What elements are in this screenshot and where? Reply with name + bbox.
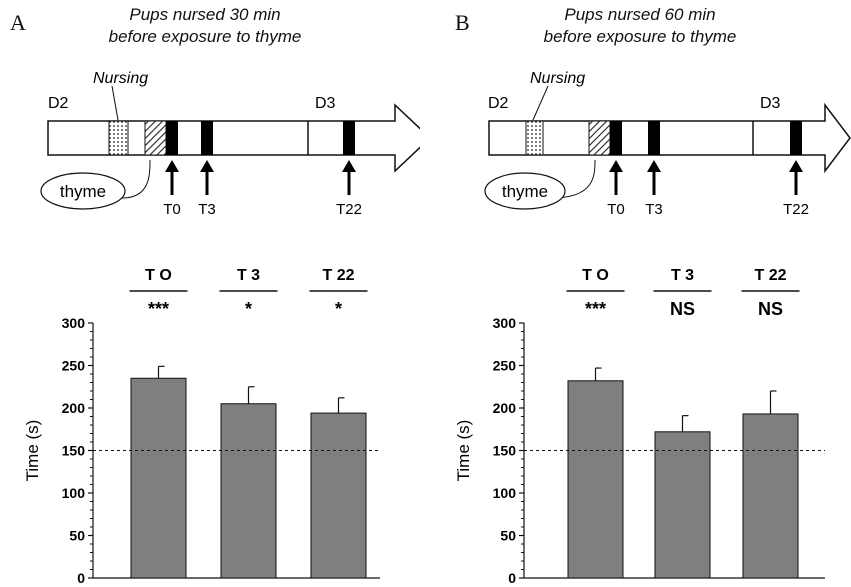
test-block-t3 (201, 121, 213, 155)
y-tick-label: 150 (493, 443, 517, 459)
thyme-label: thyme (502, 182, 548, 201)
y-tick-label: 100 (493, 485, 517, 501)
timeline-arrow (488, 102, 851, 174)
bar (130, 377, 187, 579)
panel-a-figure: D2 D3 Nursing thyme T0 T3 T22 0 50 100 150 (23, 70, 420, 586)
panel-a: A Pups nursed 30 min before exposure to … (0, 0, 420, 587)
test-block-t0 (166, 121, 178, 155)
bar (654, 431, 711, 579)
timeline: D2 D3 Nursing thyme T0 T3 T22 (484, 70, 851, 218)
y-tick-label: 100 (62, 485, 86, 501)
y-tick-label: 200 (62, 400, 86, 416)
y-tick-label: 250 (493, 358, 517, 374)
panel-letter: B (455, 10, 470, 35)
significance-label: NS (758, 299, 783, 319)
timeline: D2 D3 Nursing thyme T0 T3 T22 (40, 70, 420, 218)
arrow-head-t3 (647, 160, 661, 172)
test-label-t3: T3 (198, 201, 216, 218)
test-block-t3 (648, 121, 660, 155)
panel-b-figure: D2 D3 Nursing thyme T0 T3 T22 0 50 100 150 2… (454, 70, 851, 586)
y-tick-label: 250 (62, 358, 86, 374)
category-label: T 3 (237, 267, 260, 284)
category-label: T 3 (671, 267, 694, 284)
test-label-t22: T22 (783, 201, 809, 218)
y-tick-label: 50 (500, 528, 516, 544)
arrow-head-t0 (165, 160, 179, 172)
test-arrows (609, 160, 803, 195)
nursing-block (108, 120, 129, 156)
nursing-label: Nursing (530, 70, 585, 87)
significance-label: NS (670, 299, 695, 319)
day-start-label: D2 (488, 95, 509, 112)
timeline-arrow (47, 103, 420, 173)
panel-letter: A (10, 10, 26, 35)
nursing-pointer (532, 85, 549, 121)
y-tick-label: 300 (493, 315, 517, 331)
y-tick-label: 200 (493, 400, 517, 416)
significance-label: *** (148, 299, 169, 319)
test-arrows (165, 160, 356, 195)
y-tick-label: 0 (508, 570, 516, 586)
category-label: T 22 (754, 267, 786, 284)
condition-line-2: before exposure to thyme (108, 27, 302, 46)
bar-chart-b: 0 50 100 150 200 250 300 Time (s) T O *** T 3 NS T 2… (454, 267, 825, 586)
bar (220, 403, 277, 579)
category-label: T 22 (322, 267, 354, 284)
y-tick-label: 300 (62, 315, 86, 331)
day-start-label: D2 (48, 95, 69, 112)
test-block-t0 (610, 121, 622, 155)
significance-label: *** (585, 299, 606, 319)
arrow-head-t22 (789, 160, 803, 172)
test-label-t22: T22 (336, 201, 362, 218)
bar (567, 380, 624, 579)
odor-exposure-block (144, 120, 167, 156)
test-label-t0: T0 (607, 201, 625, 218)
category-label: T O (145, 267, 172, 284)
y-axis-label: Time (s) (23, 420, 42, 482)
y-tick-label: 0 (77, 570, 85, 586)
day-end-label: D3 (760, 95, 781, 112)
odor-exposure-block (588, 120, 611, 156)
y-axis-label: Time (s) (454, 420, 473, 482)
nursing-pointer (111, 85, 119, 121)
condition-line-2: before exposure to thyme (543, 27, 737, 46)
y-tick-label: 150 (62, 443, 86, 459)
test-label-t0: T0 (163, 201, 181, 218)
category-label: T O (582, 267, 609, 284)
thyme-bubble (484, 172, 566, 210)
day-end-label: D3 (315, 95, 336, 112)
significance-label: * (245, 299, 252, 319)
bar (742, 413, 799, 579)
arrow-head-t3 (200, 160, 214, 172)
arrow-head-t22 (342, 160, 356, 172)
arrow-head-t0 (609, 160, 623, 172)
bar (310, 412, 367, 579)
test-block-t22 (790, 121, 802, 155)
thyme-bubble (40, 172, 126, 210)
bar-chart-a: 0 50 100 150 200 250 300 Time (s) T O *** T 3 * T 22… (23, 267, 380, 586)
test-block-t22 (343, 121, 355, 155)
condition-title: Pups nursed 60 min before exposure to th… (505, 4, 775, 48)
nursing-block (525, 120, 544, 156)
nursing-label: Nursing (93, 70, 148, 87)
odor-pointer (121, 159, 151, 199)
significance-label: * (335, 299, 342, 319)
y-tick-label: 50 (69, 528, 85, 544)
condition-line-1: Pups nursed 30 min (129, 5, 281, 24)
panel-b: B Pups nursed 60 min before exposure to … (430, 0, 851, 587)
condition-line-1: Pups nursed 60 min (564, 5, 716, 24)
thyme-label: thyme (60, 182, 106, 201)
test-label-t3: T3 (645, 201, 663, 218)
condition-title: Pups nursed 30 min before exposure to th… (70, 4, 340, 48)
